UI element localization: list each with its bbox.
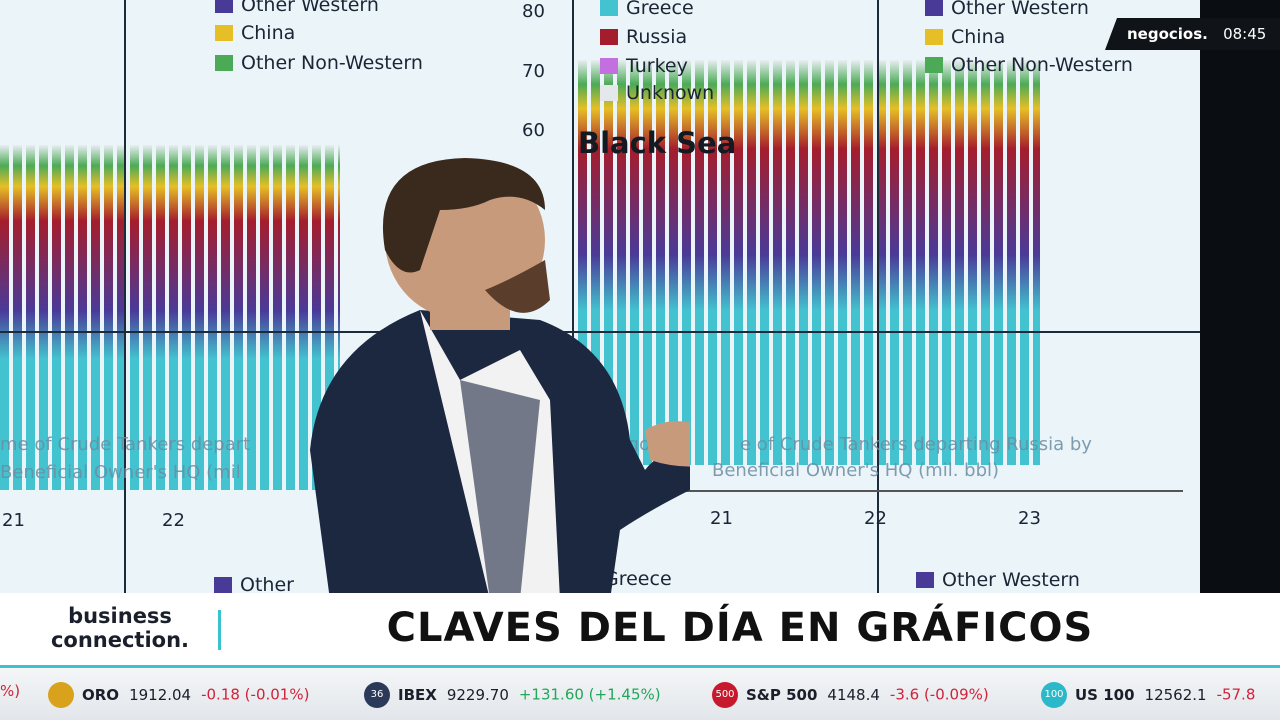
presenter: [310, 158, 690, 600]
legend-label: Other Non-Western: [951, 54, 1133, 76]
clock: 08:45: [1223, 25, 1267, 43]
legend-label: China: [241, 22, 296, 44]
legend-item: Other Western: [215, 0, 379, 16]
x-tick-label: 21: [710, 508, 733, 529]
ticker-icon: 500: [712, 682, 738, 708]
caption: me of Crude Tankers depart: [0, 434, 251, 455]
ticker-fragment: %): [0, 682, 21, 700]
ticker-value: 4148.4: [827, 685, 880, 704]
divider: [124, 0, 126, 600]
legend-label: Unknown: [626, 82, 715, 104]
logo-text: negocios.: [1127, 25, 1208, 43]
legend-label: Other Western: [942, 569, 1080, 591]
legend-item: Other Non-Western: [215, 52, 423, 74]
ticker-change: -57.8: [1216, 685, 1256, 704]
lower-third: [0, 593, 1280, 665]
legend-item: Turkey: [600, 55, 688, 77]
ticker-name: IBEX: [398, 685, 437, 704]
legend-label: Turkey: [626, 55, 688, 77]
ticker-item: 500 S&P 500 4148.4 -3.6 (-0.09%): [712, 682, 989, 708]
studio-screen: Other Western China Other Non-Western Gr…: [0, 0, 1200, 600]
ticker-value: 1912.04: [129, 685, 192, 704]
y-tick-label: 60: [522, 120, 545, 141]
channel-logo: negocios. 08:45: [1105, 18, 1280, 50]
x-tick-label: 21: [2, 510, 25, 531]
legend-item: Unknown: [600, 82, 714, 104]
ticker: %) ORO 1912.04 -0.18 (-0.01%) 36 IBEX 9229.7…: [0, 665, 1280, 720]
ticker-item: 100 US 100 12562.1 -57.8: [1041, 682, 1255, 708]
caption: Beneficial Owner's HQ (mil. bbl): [712, 460, 1000, 481]
legend-item: Other Non-Western: [925, 54, 1133, 76]
x-tick-label: 22: [162, 510, 185, 531]
ticker-name: US 100: [1075, 685, 1135, 704]
ticker-value: 12562.1: [1144, 685, 1207, 704]
legend-label: Other: [240, 574, 294, 596]
legend-label: Greece: [604, 568, 672, 590]
x-tick-label: 23: [1018, 508, 1041, 529]
legend-label: Russia: [626, 26, 688, 48]
legend-label: Greece: [626, 0, 694, 19]
ticker-change: -3.6 (-0.09%): [889, 685, 989, 704]
ticker-name: S&P 500: [746, 685, 818, 704]
legend-item: China: [215, 22, 295, 44]
legend-label: China: [951, 26, 1006, 48]
y-tick-label: 70: [522, 61, 545, 82]
brand-line: connection.: [50, 628, 190, 652]
legend-item: Other Western: [916, 569, 1080, 591]
ticker-item: 36 IBEX 9229.70 +131.60 (+1.45%): [364, 682, 661, 708]
divider: [572, 0, 574, 600]
divider: [877, 0, 879, 600]
legend-item: Other Western: [925, 0, 1089, 19]
legend-label: Other Non-Western: [241, 52, 423, 74]
divider: [0, 331, 1200, 333]
ticker-change: +131.60 (+1.45%): [518, 685, 661, 704]
caption: e of Crude Tankers departing Russia by: [740, 434, 1092, 455]
legend-item: Russia: [600, 26, 687, 48]
ticker-name: ORO: [82, 685, 120, 704]
bar-texture: [578, 60, 1040, 465]
x-tick-label: 22: [864, 508, 887, 529]
ticker-item: ORO 1912.04 -0.18 (-0.01%): [48, 682, 309, 708]
y-tick-label: 80: [522, 1, 545, 22]
studio-edge: [1200, 0, 1280, 600]
legend-item: Other: [214, 574, 294, 596]
ticker-icon: 36: [364, 682, 390, 708]
legend-label: Other Western: [951, 0, 1089, 19]
ticker-change: -0.18 (-0.01%): [201, 685, 310, 704]
ticker-icon: 100: [1041, 682, 1067, 708]
x-axis: [578, 490, 1183, 492]
brand: business connection.: [40, 604, 200, 652]
legend-item: Greece: [600, 0, 694, 19]
ticker-value: 9229.70: [446, 685, 509, 704]
bar-texture: [0, 145, 340, 490]
brand-line: business: [68, 604, 172, 628]
separator: [218, 610, 221, 650]
legend-label: Other Western: [241, 0, 379, 16]
caption: Beneficial Owner's HQ (mil: [0, 462, 241, 483]
headline: CLAVES DEL DÍA EN GRÁFICOS: [386, 605, 1094, 651]
ticker-icon: [48, 682, 74, 708]
annotation: Black Sea: [578, 126, 737, 160]
legend-item: China: [925, 26, 1005, 48]
